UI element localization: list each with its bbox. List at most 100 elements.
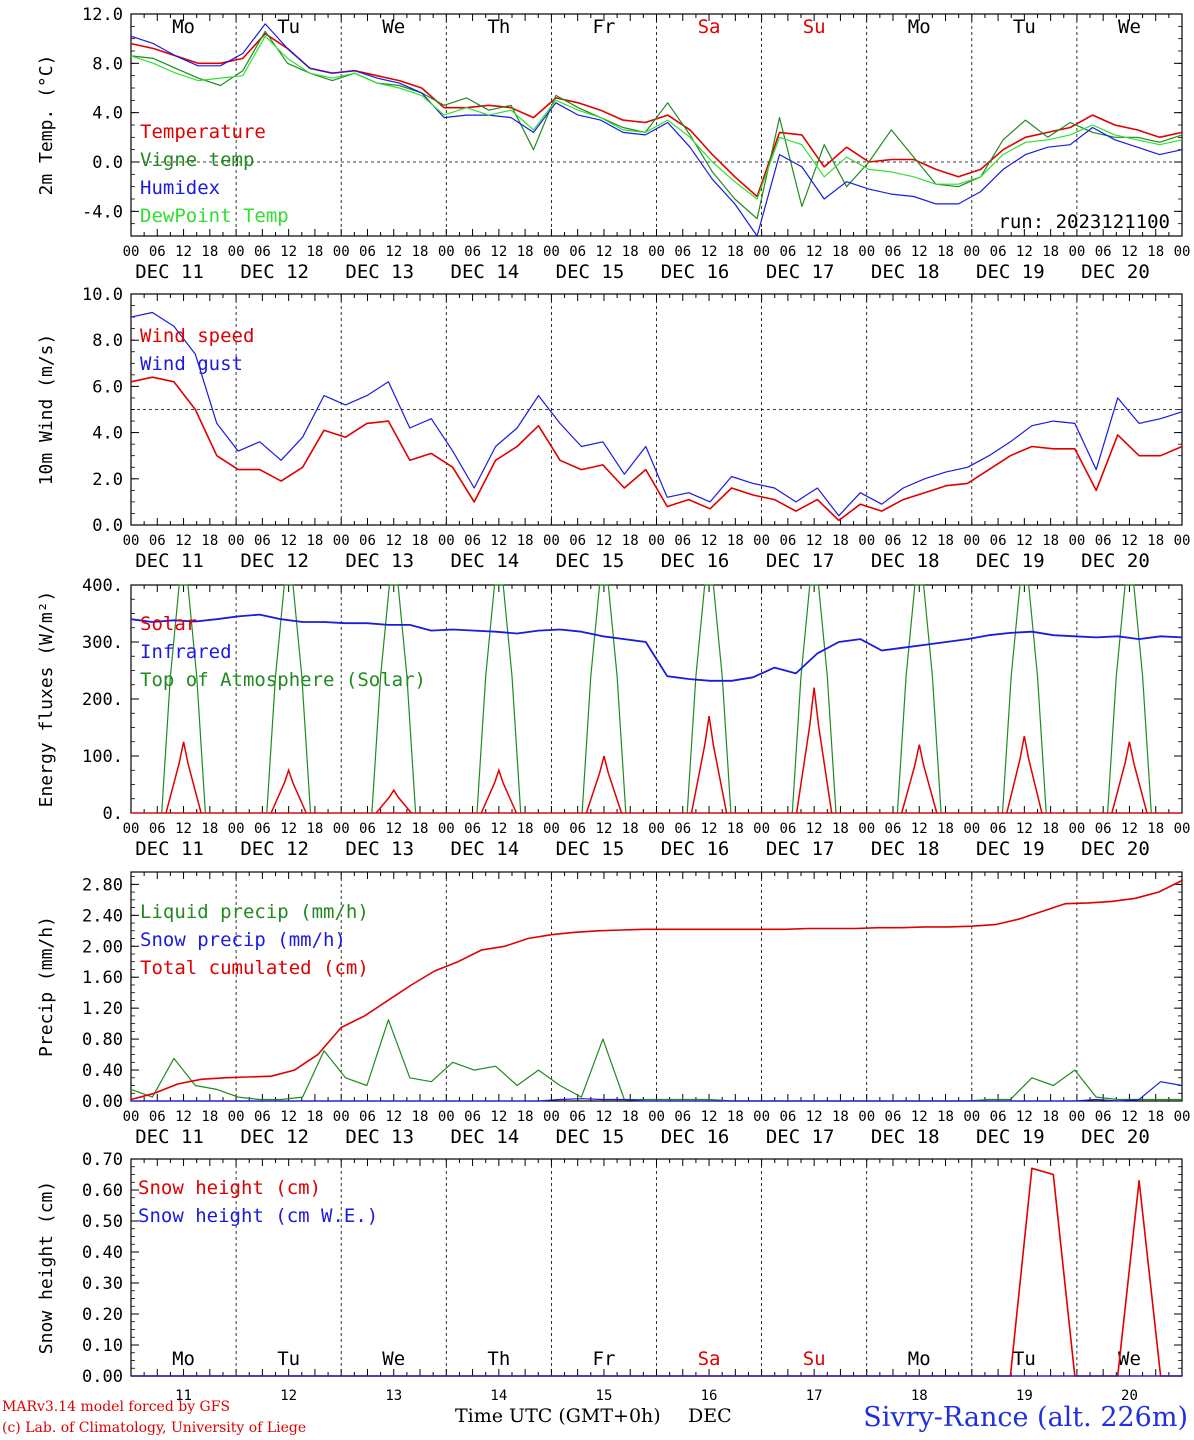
hour-tick-label: 00	[123, 244, 140, 260]
date-label: DEC 12	[240, 1126, 309, 1148]
weekday-label: Mo	[172, 1348, 195, 1370]
weekday-label: We	[382, 16, 405, 38]
dewpoint-temp-line	[130, 35, 1183, 200]
hour-tick-label: 18	[412, 1109, 429, 1125]
y-tick-label: 200.	[82, 690, 123, 710]
hour-tick-label: 12	[1016, 1109, 1033, 1125]
day-number-label: 13	[385, 1388, 402, 1404]
hour-tick-label: 00	[123, 1109, 140, 1125]
wind-gust-line	[130, 311, 1183, 517]
hour-tick-label: 00	[858, 1109, 875, 1125]
legend-entry: Humidex	[140, 177, 220, 199]
toa-solar-curve	[476, 584, 522, 814]
hour-tick-label: 00	[1174, 821, 1191, 837]
hour-tick-label: 18	[517, 821, 534, 837]
weekday-label: Tu	[1013, 1348, 1036, 1370]
hour-tick-label: 18	[517, 244, 534, 260]
legend-entry: Total cumulated (cm)	[140, 957, 369, 979]
hour-tick-label: 12	[596, 533, 613, 549]
hour-tick-label: 00	[648, 1109, 665, 1125]
hour-tick-label: 06	[674, 244, 691, 260]
hour-tick-label: 18	[832, 533, 849, 549]
date-label: DEC 19	[976, 261, 1045, 283]
legend-entry: Snow height (cm W.E.)	[138, 1205, 378, 1227]
hour-tick-label: 00	[438, 244, 455, 260]
hour-tick-label: 12	[385, 1109, 402, 1125]
hour-tick-label: 12	[1121, 244, 1138, 260]
hour-tick-label: 06	[149, 821, 166, 837]
hour-tick-label: 18	[306, 821, 323, 837]
hour-tick-label: 00	[333, 821, 350, 837]
y-tick-label: 8.0	[92, 54, 123, 74]
hour-tick-label: 00	[963, 821, 980, 837]
date-label: DEC 15	[556, 1126, 625, 1148]
hour-tick-label: 00	[228, 533, 245, 549]
hour-tick-label: 12	[806, 821, 823, 837]
hour-tick-label: 12	[701, 244, 718, 260]
weekday-label: Su	[803, 16, 826, 38]
hour-tick-label: 06	[779, 533, 796, 549]
panel-3: 400. 300. 200. 100. 0. Energy fluxes (W/m²) 00…	[36, 576, 1190, 860]
hour-tick-label: 00	[1174, 1109, 1191, 1125]
y-tick-label: 300.	[82, 633, 123, 653]
weekday-label: Mo	[908, 1348, 931, 1370]
toa-solar-curve	[896, 584, 942, 814]
weekday-label: We	[1118, 1348, 1141, 1370]
hour-tick-label: 00	[753, 244, 770, 260]
day-number-label: 19	[1016, 1388, 1033, 1404]
date-label: DEC 20	[1081, 1126, 1150, 1148]
hour-tick-label: 06	[464, 533, 481, 549]
hour-tick-label: 06	[359, 1109, 376, 1125]
hour-tick-label: 06	[990, 244, 1007, 260]
hour-tick-label: 12	[385, 821, 402, 837]
hour-tick-label: 06	[149, 533, 166, 549]
weekday-label: We	[382, 1348, 405, 1370]
solar-curve	[270, 767, 307, 814]
solar-curve	[690, 715, 728, 814]
y-tick-label: 0.0	[92, 516, 123, 536]
day-number-label: 12	[280, 1388, 297, 1404]
date-label: DEC 13	[345, 1126, 414, 1148]
panel-2: 10.0 8.0 6.0 4.0 2.0 0.0 10m Wind (m/s) 00 06 12 1…	[36, 285, 1190, 572]
date-label: DEC 12	[240, 261, 309, 283]
hour-tick-label: 00	[333, 244, 350, 260]
day-number-label: 14	[490, 1388, 507, 1404]
hour-tick-label: 00	[543, 533, 560, 549]
weekday-label: Tu	[277, 16, 300, 38]
y-tick-label: 2.00	[82, 937, 123, 957]
hour-tick-label: 06	[885, 244, 902, 260]
hour-tick-label: 12	[280, 1109, 297, 1125]
hour-tick-label: 06	[464, 821, 481, 837]
hour-tick-label: 18	[517, 1109, 534, 1125]
hour-tick-label: 18	[622, 244, 639, 260]
hour-tick-label: 12	[490, 1109, 507, 1125]
hour-tick-label: 18	[412, 533, 429, 549]
legend-entry: Wind speed	[140, 325, 254, 347]
date-label: DEC 12	[240, 550, 309, 572]
hour-tick-label: 00	[543, 1109, 560, 1125]
y-tick-label: 0.40	[82, 1243, 123, 1263]
y-tick-label: 0.40	[82, 1061, 123, 1081]
day-number-label: 20	[1121, 1388, 1138, 1404]
hour-tick-label: 00	[543, 821, 560, 837]
hour-tick-label: 00	[438, 1109, 455, 1125]
toa-solar-curve	[266, 584, 312, 814]
hour-tick-label: 12	[490, 244, 507, 260]
y-tick-label: -4.0	[82, 202, 123, 222]
legend-entry: Vigne temp	[140, 149, 254, 171]
weekday-label: Sa	[698, 16, 721, 38]
liquid-precip-mm-h-line	[130, 1019, 1182, 1102]
legend-entry: DewPoint Temp	[140, 205, 289, 227]
date-label: DEC 20	[1081, 838, 1150, 860]
hour-tick-label: 06	[674, 1109, 691, 1125]
hour-tick-label: 06	[885, 821, 902, 837]
y-tick-label: 0.	[103, 804, 123, 824]
date-label: DEC 19	[976, 838, 1045, 860]
date-label: DEC 13	[345, 261, 414, 283]
hour-tick-label: 18	[622, 533, 639, 549]
y-tick-label: 100.	[82, 747, 123, 767]
date-label: DEC 11	[135, 838, 204, 860]
hour-tick-label: 00	[333, 533, 350, 549]
legend-entry: Infrared	[140, 641, 232, 663]
date-label: DEC 15	[556, 838, 625, 860]
